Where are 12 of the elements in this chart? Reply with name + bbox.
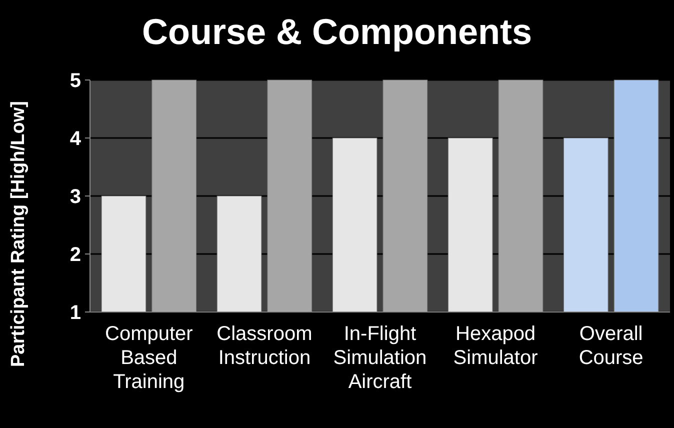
x-tick-label: Overall Course <box>578 323 644 369</box>
y-axis-title: Participant Rating [High/Low] <box>8 101 29 367</box>
y-tick-label: 5 <box>70 70 81 92</box>
x-tick-label: Hexapod Simulator <box>453 323 538 369</box>
y-tick-label: 1 <box>70 302 81 324</box>
x-tick-label: In-Flight Simulation Aircraft <box>333 323 427 393</box>
chart-title: Course & Components <box>142 11 532 52</box>
x-tick-label: Computer Based Training <box>105 323 194 393</box>
y-tick-label: 2 <box>70 244 81 266</box>
y-tick-label: 3 <box>70 186 81 208</box>
y-tick-label: 4 <box>70 128 82 150</box>
x-tick-label: Classroom Instruction <box>216 323 312 369</box>
